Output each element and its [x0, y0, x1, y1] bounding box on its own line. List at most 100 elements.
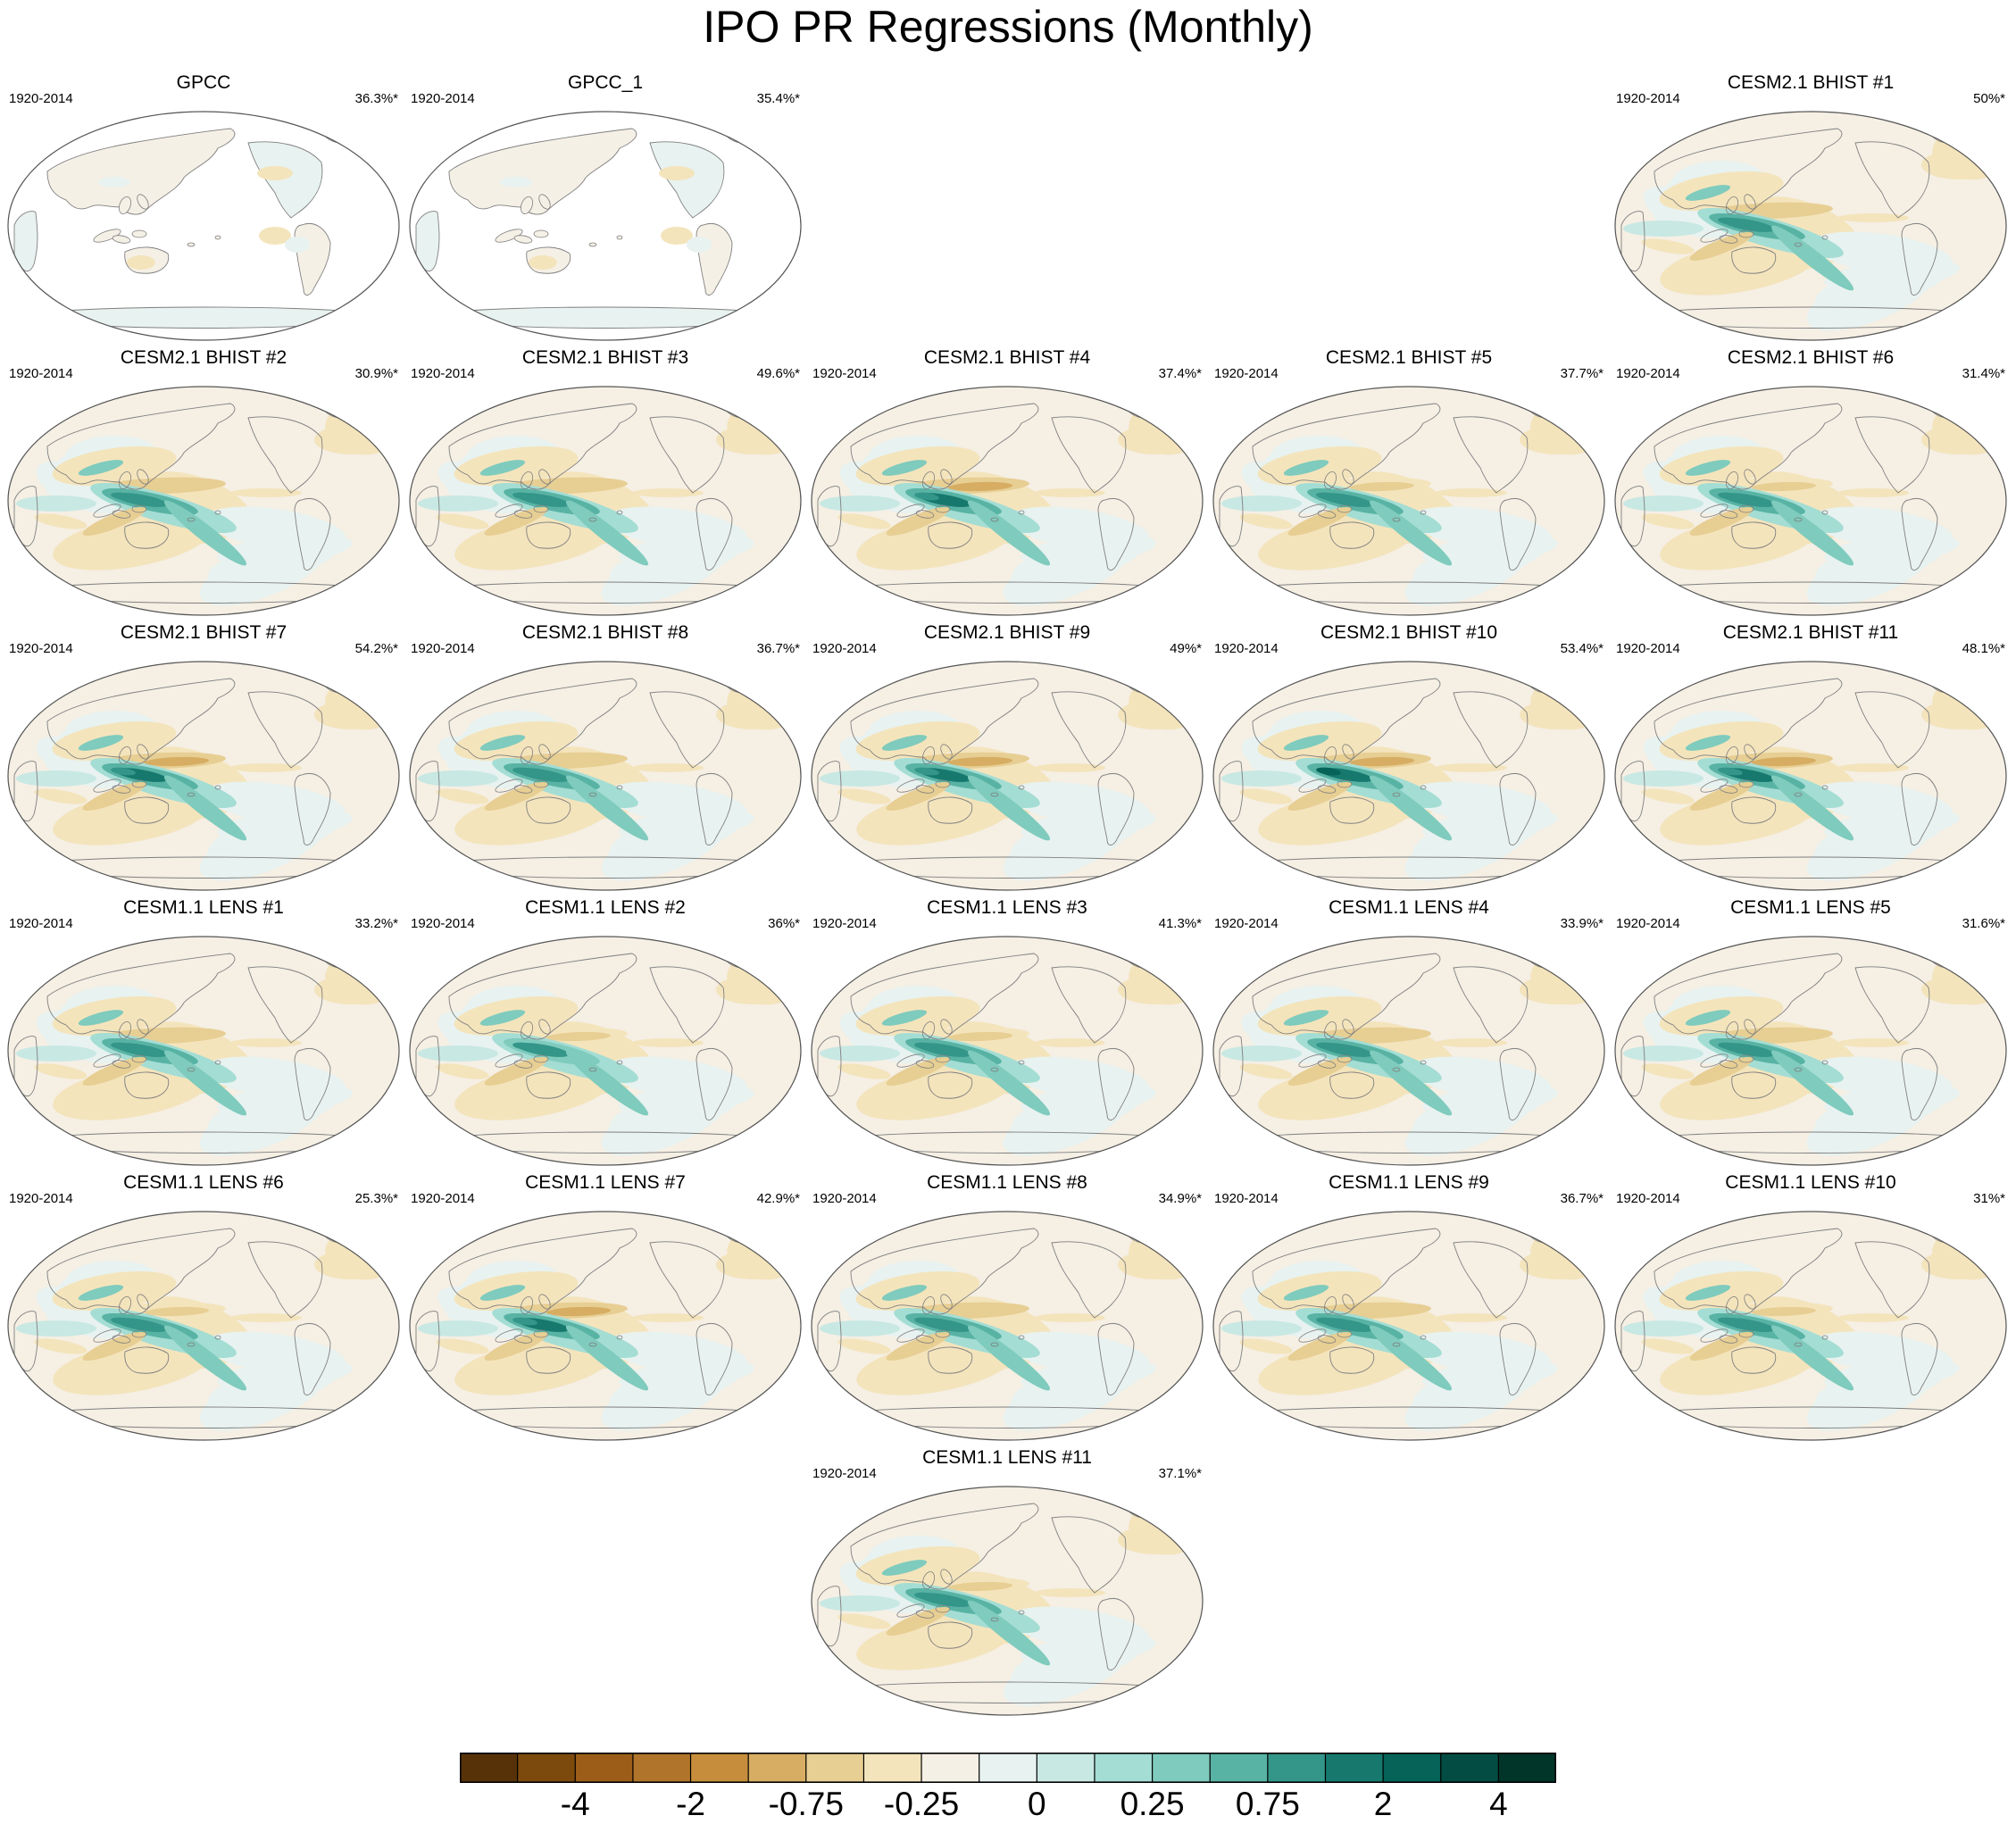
colorbar-swatch [1267, 1753, 1326, 1783]
panel-variance-percent: 36.3%* [354, 91, 398, 106]
panel-period: 1920-2014 [1214, 1191, 1279, 1206]
panel-period: 1920-2014 [1214, 641, 1279, 656]
colorbar-swatch [979, 1753, 1037, 1783]
map [811, 1486, 1204, 1716]
map-panel: CESM1.1 LENS #7 1920-2014 42.9%* [409, 1172, 802, 1441]
colorbar-border [460, 1753, 1556, 1783]
panel-period: 1920-2014 [1616, 91, 1680, 106]
map-outline [1614, 936, 2007, 1166]
panel-period: 1920-2014 [1616, 366, 1680, 381]
map [1614, 661, 2007, 891]
panel-period: 1920-2014 [1214, 366, 1279, 381]
panel-title: CESM2.1 BHIST #9 [923, 622, 1091, 643]
map [1614, 936, 2007, 1166]
colorbar-tick-label: 0.25 [1120, 1786, 1185, 1822]
map-panel: CESM2.1 BHIST #3 1920-2014 49.6%* [409, 347, 802, 616]
panel-title: CESM1.1 LENS #11 [922, 1447, 1092, 1468]
panel-variance-percent: 42.9%* [756, 1191, 800, 1206]
panel-variance-percent: 36.7%* [756, 641, 800, 656]
map-panel: CESM1.1 LENS #4 1920-2014 33.9%* [1212, 897, 1605, 1166]
coastlines [1219, 670, 1579, 879]
panel-variance-percent: 35.4%* [756, 91, 800, 106]
panel-variance-percent: 49%* [1170, 641, 1202, 656]
precip-regression-field [812, 387, 1203, 606]
colorbar-tick-label: -0.75 [768, 1786, 844, 1822]
map [1212, 386, 1605, 616]
precip-regression-field [1615, 662, 2006, 881]
map-panel: CESM2.1 BHIST #1 1920-2014 50%* [1614, 72, 2007, 341]
map [7, 661, 400, 891]
colorbar-swatch [921, 1753, 980, 1783]
map-panel: GPCC 1920-2014 36.3%* [7, 72, 400, 341]
panel-title: CESM2.1 BHIST #3 [521, 347, 689, 368]
colorbar-swatch [1210, 1753, 1269, 1783]
panel-period: 1920-2014 [411, 641, 475, 656]
panel-title: CESM1.1 LENS #5 [1730, 897, 1891, 918]
panel-period: 1920-2014 [1616, 1191, 1680, 1206]
map [1212, 661, 1605, 891]
map-panel: CESM1.1 LENS #2 1920-2014 36%* [409, 897, 802, 1166]
map [7, 111, 400, 341]
colorbar-tick-label: -4 [560, 1786, 590, 1822]
panel-variance-percent: 31.4%* [1962, 366, 2005, 381]
map [1614, 111, 2007, 341]
map-outline [1614, 111, 2007, 341]
panel-title: CESM2.1 BHIST #7 [120, 622, 287, 643]
panel-title: CESM2.1 BHIST #4 [923, 347, 1091, 368]
panel-title: CESM1.1 LENS #9 [1329, 1172, 1489, 1193]
map-outline [1614, 386, 2007, 616]
map-panel: CESM2.1 BHIST #5 1920-2014 37.7%* [1212, 347, 1605, 616]
panel-title: CESM2.1 BHIST #6 [1727, 347, 1895, 368]
colorbar-swatch [1094, 1753, 1154, 1783]
map [7, 936, 400, 1166]
map-outline [811, 386, 1204, 616]
colorbar-swatch [1325, 1753, 1384, 1783]
panel-title: GPCC_1 [567, 72, 644, 93]
panel-variance-percent: 31.6%* [1962, 916, 2005, 931]
map-outline [1212, 936, 1605, 1166]
colorbar-tick-label: 0 [1028, 1786, 1046, 1822]
panel-variance-percent: 37.1%* [1158, 1466, 1202, 1481]
panel-variance-percent: 30.9%* [354, 366, 398, 381]
map-panel: CESM1.1 LENS #5 1920-2014 31.6%* [1614, 897, 2007, 1166]
colorbar-swatch [575, 1753, 634, 1783]
panel-variance-percent: 31%* [1973, 1191, 2005, 1206]
panel-variance-percent: 36.7%* [1560, 1191, 1604, 1206]
map-panel: CESM1.1 LENS #11 1920-2014 37.1%* [811, 1447, 1204, 1716]
map [1614, 1211, 2007, 1441]
map-outline [409, 936, 802, 1166]
map [409, 936, 802, 1166]
colorbar-swatch [1383, 1753, 1442, 1783]
colorbar-labels: -4 -2 -0.75 -0.25 0 0.25 0.75 2 4 [460, 1786, 1556, 1823]
panel-period: 1920-2014 [812, 366, 877, 381]
colorbar-swatch [632, 1753, 692, 1783]
map-panel: CESM2.1 BHIST #7 1920-2014 54.2%* [7, 622, 400, 891]
map [1614, 386, 2007, 616]
panel-title: CESM1.1 LENS #2 [525, 897, 686, 918]
panel-period: 1920-2014 [812, 916, 877, 931]
panel-title: CESM1.1 LENS #1 [123, 897, 284, 918]
colorbar-tick-label: -2 [676, 1786, 705, 1822]
map-outline [1212, 661, 1605, 891]
map-panel: CESM2.1 BHIST #2 1920-2014 30.9%* [7, 347, 400, 616]
panel-period: 1920-2014 [812, 641, 877, 656]
map [1212, 1211, 1605, 1441]
map-panel: CESM2.1 BHIST #9 1920-2014 49%* [811, 622, 1204, 891]
panel-period: 1920-2014 [9, 916, 73, 931]
panel-title: CESM1.1 LENS #4 [1329, 897, 1489, 918]
colorbar-swatch [460, 1753, 519, 1783]
panel-period: 1920-2014 [1616, 916, 1680, 931]
map-outline [811, 1486, 1204, 1716]
coastlines [13, 945, 374, 1154]
coastlines [415, 120, 776, 329]
panel-period: 1920-2014 [411, 366, 475, 381]
panel-variance-percent: 53.4%* [1560, 641, 1604, 656]
map-outline [1212, 386, 1605, 616]
map-panel: CESM2.1 BHIST #6 1920-2014 31.4%* [1614, 347, 2007, 616]
colorbar-swatch [517, 1753, 576, 1783]
map-outline [7, 661, 400, 891]
map-outline [811, 661, 1204, 891]
map [1212, 936, 1605, 1166]
panel-variance-percent: 50%* [1973, 91, 2005, 106]
map-outline [7, 386, 400, 616]
